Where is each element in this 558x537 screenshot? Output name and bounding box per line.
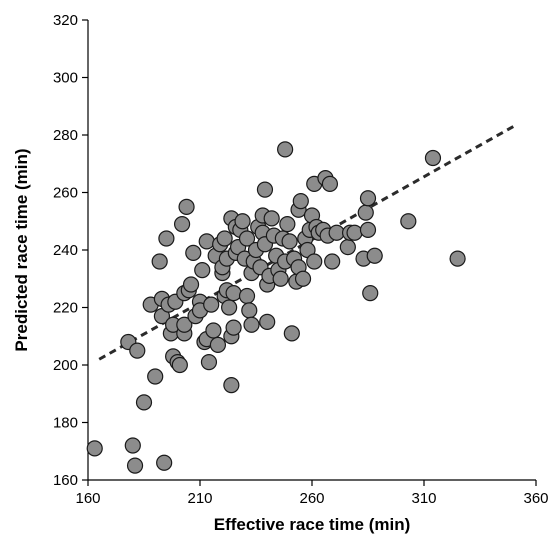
data-point [256,181,274,198]
data-point [209,336,227,353]
data-point [238,230,256,247]
data-point [277,141,294,158]
x-tick-label: 310 [411,490,436,507]
data-point [173,216,191,233]
data-point [205,322,222,339]
data-point [151,253,168,270]
data-point [216,230,233,247]
data-point [346,224,363,241]
x-tick-label: 210 [187,490,212,507]
data-point [198,233,215,250]
data-point [321,175,339,192]
data-point [86,440,103,457]
data-point [135,394,153,411]
data-point [259,313,276,330]
data-point [126,457,144,474]
x-tick-label: 160 [75,490,100,507]
data-point [339,239,356,256]
trendline [98,125,515,361]
data-point [178,198,195,215]
y-tick-label: 200 [53,357,78,374]
data-point [328,224,345,241]
data-point [203,296,220,313]
y-tick-label: 260 [53,185,78,202]
y-tick-label: 180 [53,415,78,432]
data-point [400,213,417,230]
data-point [362,285,379,302]
data-point [129,342,146,359]
data-point [200,354,218,371]
data-point [238,287,256,305]
data-point [182,276,200,293]
data-point [171,356,188,374]
data-point [424,149,442,167]
data-point [176,316,193,333]
data-point [241,302,258,319]
data-point [366,247,383,264]
data-point [292,193,309,210]
data-point [294,270,312,287]
data-point [223,377,240,394]
data-point [357,204,374,221]
y-tick-label: 280 [53,127,78,144]
data-point [156,454,173,471]
x-tick-label: 260 [299,490,324,507]
data-point [243,316,260,333]
data-point [272,270,289,287]
y-tick-label: 300 [53,70,78,87]
data-point [221,299,238,316]
data-point [263,210,280,227]
x-tick-label: 360 [523,490,548,507]
data-point [234,213,251,230]
data-point [324,253,341,270]
data-point [185,244,202,261]
data-point [124,437,141,454]
data-point [279,216,296,233]
y-tick-label: 160 [53,472,78,489]
x-axis-ticks: 160 210 260 310 360 [75,480,549,507]
data-point [225,319,242,336]
data-point [359,190,377,207]
y-axis-ticks: 160 180 200 220 240 260 280 300 320 [53,12,88,489]
data-points [86,141,466,474]
data-point [147,368,164,385]
data-point [225,285,242,302]
y-tick-label: 220 [53,300,78,317]
data-point [449,250,466,267]
data-point [158,230,175,247]
data-point [306,253,323,270]
x-axis-label: Effective race time (min) [214,515,411,534]
data-point [281,233,298,250]
y-tick-label: 320 [53,12,78,29]
data-point [194,262,211,279]
data-point [283,325,300,342]
y-axis-label: Predicted race time (min) [12,148,31,351]
data-point [359,221,377,238]
y-tick-label: 240 [53,242,78,259]
